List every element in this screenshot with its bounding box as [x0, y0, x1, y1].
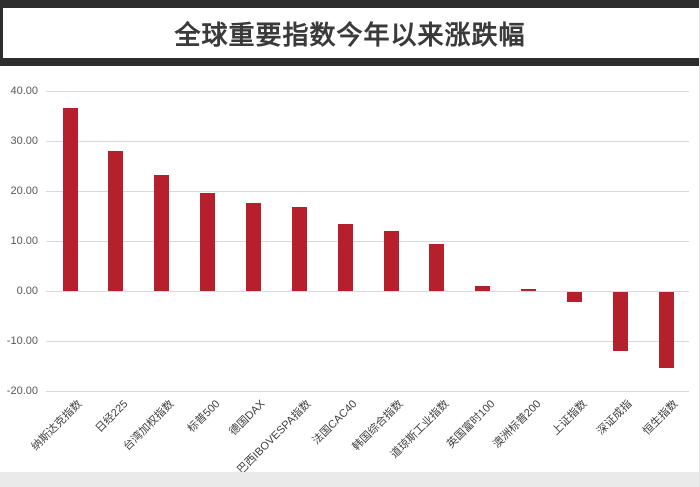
- y-tick-label: -20.00: [6, 385, 38, 397]
- chart-bar: [338, 224, 353, 291]
- y-tick-label: 0.00: [16, 285, 38, 297]
- chart-header: 全球重要指数今年以来涨跌幅: [0, 8, 699, 58]
- chart-bar: [63, 108, 78, 291]
- gridline: [46, 191, 689, 192]
- chart-bar: [429, 244, 444, 291]
- title-top-rule: [0, 0, 699, 8]
- gridline: [46, 141, 689, 142]
- y-tick-label: 30.00: [10, 135, 38, 147]
- chart-bar: [567, 292, 582, 302]
- gridline: [46, 241, 689, 242]
- chart-bar: [200, 193, 215, 291]
- gridline: [46, 391, 689, 392]
- chart-bar: [521, 289, 536, 291]
- chart-bar: [384, 231, 399, 291]
- chart-bar: [659, 292, 674, 368]
- bar-chart-plot-area: 40.00 30.00 20.00 10.00 0.00 -10.00 -20.00 纳斯达克…: [0, 66, 699, 476]
- title-bottom-rule: [0, 58, 699, 66]
- y-tick-label: 40.00: [10, 85, 38, 97]
- chart-bar: [292, 207, 307, 291]
- y-tick-label: 20.00: [10, 185, 38, 197]
- chart-bar: [154, 175, 169, 291]
- chart-bar: [108, 151, 123, 291]
- title-left-edge: [0, 0, 3, 66]
- chart-bar: [475, 286, 490, 291]
- chart-bar: [246, 203, 261, 291]
- gridline: [46, 91, 689, 92]
- gridline: [46, 341, 689, 342]
- y-tick-label: 10.00: [10, 235, 38, 247]
- y-tick-label: -10.00: [6, 335, 38, 347]
- gridline: [46, 291, 689, 292]
- chart-bar: [613, 292, 628, 351]
- chart-title: 全球重要指数今年以来涨跌幅: [174, 19, 526, 50]
- bottom-strip: [0, 472, 699, 487]
